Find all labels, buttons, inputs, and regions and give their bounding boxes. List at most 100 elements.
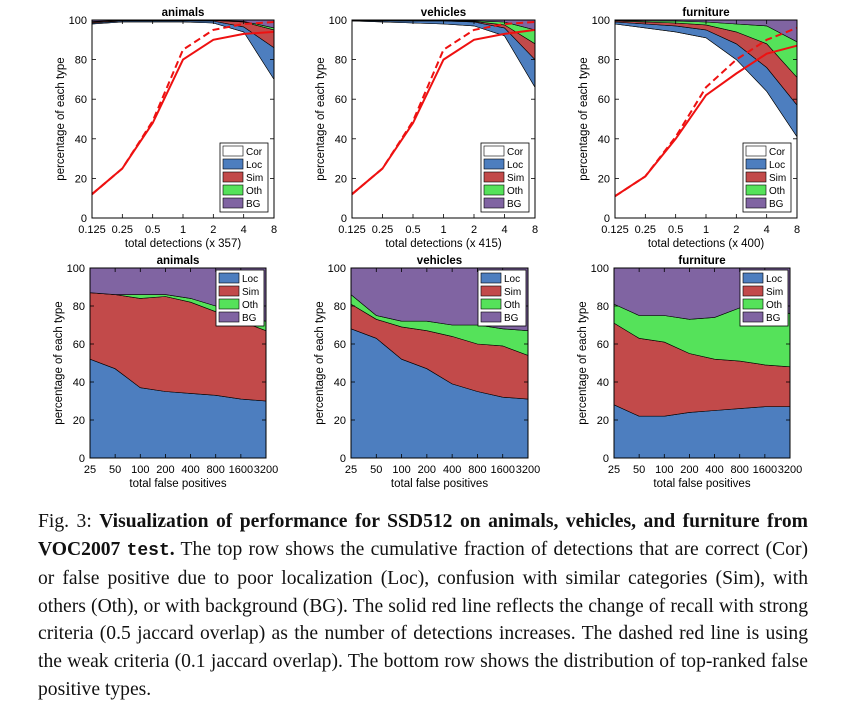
legend-label-loc: Loc <box>504 274 520 285</box>
x-tick-label: 400 <box>443 464 461 476</box>
legend-label-bg: BG <box>504 313 519 324</box>
legend-swatch-bg <box>745 197 767 209</box>
y-axis-label: percentage of each type <box>53 301 65 424</box>
y-tick-label: 20 <box>334 415 346 427</box>
x-tick-label: 0.125 <box>78 224 106 236</box>
x-axis-label: total detections (x 415) <box>385 238 502 250</box>
chart-top-furniture: 0 20 40 60 80 100 0.125 0.25 0.5 1 2 4 8 furniture tot… <box>578 7 800 250</box>
legend-swatch-bg <box>218 311 240 323</box>
legend-label-sim: Sim <box>507 173 524 184</box>
legend-swatch-bg <box>222 197 244 209</box>
legend-label-oth: Oth <box>507 186 523 197</box>
legend-swatch-loc <box>218 272 240 284</box>
y-axis-label: percentage of each type <box>578 57 590 180</box>
x-tick-label: 2 <box>210 224 216 236</box>
x-tick-label: 1 <box>440 224 446 236</box>
legend-swatch-cor <box>222 145 244 157</box>
y-tick-label: 40 <box>335 134 347 146</box>
legend: Loc Sim Oth BG <box>739 269 789 327</box>
x-tick-label: 100 <box>392 464 410 476</box>
chart-title: animals <box>157 255 200 267</box>
y-tick-label: 60 <box>334 339 346 351</box>
legend: Loc Sim Oth BG <box>477 269 527 327</box>
legend-swatch-oth <box>218 298 240 310</box>
legend-label-sim: Sim <box>242 287 259 298</box>
chart-top-animals: 0 20 40 60 80 100 0.125 0.25 0.5 1 2 4 8 animals total… <box>55 7 277 250</box>
legend-swatch-oth <box>745 184 767 196</box>
caption-label: Fig. 3: <box>38 511 100 532</box>
x-tick-label: 50 <box>633 464 645 476</box>
y-tick-label: 20 <box>598 173 610 185</box>
legend-label-oth: Oth <box>504 300 520 311</box>
legend-label-sim: Sim <box>504 287 521 298</box>
x-tick-label: 3200 <box>778 464 802 476</box>
legend-label-loc: Loc <box>766 274 782 285</box>
chart-bottom-vehicles: 0 20 40 60 80 100 25 50 100 200 400 800 1600 3200 vehi… <box>314 255 540 490</box>
legend-label-oth: Oth <box>769 186 785 197</box>
legend-label-bg: BG <box>246 199 261 210</box>
y-axis-label: percentage of each type <box>55 57 67 180</box>
legend-swatch-sim <box>480 285 502 297</box>
x-axis-label: total detections (x 357) <box>125 238 242 250</box>
x-tick-label: 25 <box>608 464 620 476</box>
legend-swatch-oth <box>483 184 505 196</box>
legend: Cor Loc Sim Oth BG <box>219 142 269 213</box>
x-tick-label: 1 <box>703 224 709 236</box>
legend: Loc Sim Oth BG <box>215 269 265 327</box>
chart-title: furniture <box>682 7 729 19</box>
y-tick-label: 20 <box>73 415 85 427</box>
x-axis-label: total false positives <box>391 478 488 490</box>
legend-label-loc: Loc <box>769 160 785 171</box>
y-tick-label: 0 <box>603 453 609 465</box>
x-tick-label: 3200 <box>516 464 540 476</box>
x-tick-label: 25 <box>345 464 357 476</box>
legend: Cor Loc Sim Oth BG <box>742 142 792 213</box>
caption-code: test <box>126 540 170 561</box>
x-tick-label: 2 <box>471 224 477 236</box>
chart-title: vehicles <box>417 255 462 267</box>
y-tick-label: 60 <box>597 339 609 351</box>
x-tick-label: 1600 <box>490 464 514 476</box>
legend-swatch-oth <box>222 184 244 196</box>
x-tick-label: 3200 <box>254 464 278 476</box>
x-tick-label: 0.25 <box>112 224 133 236</box>
y-tick-label: 40 <box>334 377 346 389</box>
y-axis-label: percentage of each type <box>577 301 589 424</box>
x-axis-label: total detections (x 400) <box>648 238 765 250</box>
caption-title: Visualization of performance for SSD512 … <box>38 511 808 561</box>
x-tick-label: 1 <box>180 224 186 236</box>
legend-label-cor: Cor <box>246 147 263 158</box>
recall-strong-line <box>91 30 275 195</box>
x-tick-label: 4 <box>241 224 247 236</box>
plot-frame <box>350 267 529 459</box>
legend-label-sim: Sim <box>769 173 786 184</box>
legend-label-cor: Cor <box>507 147 524 158</box>
x-tick-label: 400 <box>181 464 199 476</box>
legend-swatch-sim <box>742 285 764 297</box>
x-tick-label: 800 <box>207 464 225 476</box>
legend-swatch-sim <box>218 285 240 297</box>
legend-swatch-loc <box>483 158 505 170</box>
y-tick-label: 80 <box>73 301 85 313</box>
x-tick-label: 100 <box>655 464 673 476</box>
x-tick-label: 0.25 <box>635 224 656 236</box>
legend-label-loc: Loc <box>507 160 523 171</box>
plot-frame <box>89 267 267 459</box>
legend-swatch-cor <box>745 145 767 157</box>
x-tick-label: 8 <box>271 224 277 236</box>
y-tick-label: 40 <box>75 134 87 146</box>
x-tick-label: 0.5 <box>668 224 683 236</box>
legend-swatch-loc <box>222 158 244 170</box>
legend-swatch-loc <box>480 272 502 284</box>
y-tick-label: 60 <box>335 94 347 106</box>
legend-label-bg: BG <box>507 199 522 210</box>
recall-strong-line <box>351 28 536 195</box>
legend-label-oth: Oth <box>766 300 782 311</box>
chart-title: animals <box>162 7 205 19</box>
x-tick-label: 8 <box>532 224 538 236</box>
y-tick-label: 80 <box>335 55 347 67</box>
y-tick-label: 60 <box>598 94 610 106</box>
x-tick-label: 50 <box>109 464 121 476</box>
y-tick-label: 80 <box>334 301 346 313</box>
y-axis-label: percentage of each type <box>315 57 327 180</box>
